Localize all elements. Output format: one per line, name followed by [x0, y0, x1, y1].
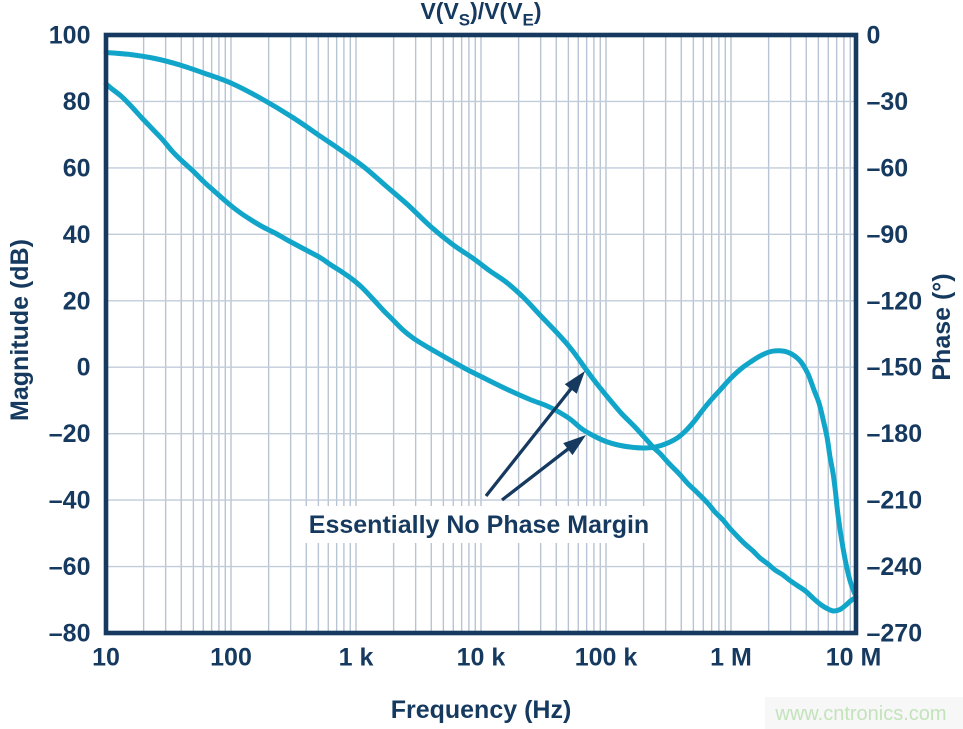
svg-text:–20: –20 [49, 420, 91, 448]
svg-text:–240: –240 [867, 553, 923, 581]
svg-text:10 k: 10 k [457, 644, 506, 672]
svg-text:–60: –60 [867, 154, 909, 182]
svg-text:1 k: 1 k [339, 644, 374, 672]
svg-text:100: 100 [210, 644, 252, 672]
svg-text:100 k: 100 k [575, 644, 638, 672]
svg-text:–40: –40 [49, 487, 91, 515]
svg-text:Magnitude (dB): Magnitude (dB) [6, 239, 34, 421]
svg-text:40: 40 [63, 221, 91, 249]
svg-text:–60: –60 [49, 553, 91, 581]
svg-text:0: 0 [867, 22, 881, 50]
svg-text:–80: –80 [49, 620, 91, 648]
svg-text:–270: –270 [867, 620, 923, 648]
svg-text:–90: –90 [867, 221, 909, 249]
svg-text:1 M: 1 M [710, 644, 752, 672]
svg-text:Frequency (Hz): Frequency (Hz) [391, 696, 572, 724]
svg-text:100: 100 [49, 22, 91, 50]
svg-text:Essentially No Phase Margin: Essentially No Phase Margin [309, 511, 649, 539]
svg-text:–120: –120 [867, 287, 923, 315]
svg-text:–180: –180 [867, 420, 923, 448]
svg-text:10 M: 10 M [826, 644, 882, 672]
svg-text:www.cntronics.com: www.cntronics.com [774, 703, 946, 725]
svg-text:–30: –30 [867, 88, 909, 116]
svg-text:Phase (°): Phase (°) [928, 273, 956, 380]
svg-text:10: 10 [92, 644, 120, 672]
svg-text:–210: –210 [867, 487, 923, 515]
svg-text:80: 80 [63, 88, 91, 116]
svg-text:60: 60 [63, 154, 91, 182]
svg-text:–150: –150 [867, 354, 923, 382]
svg-text:0: 0 [77, 354, 91, 382]
svg-text:20: 20 [63, 287, 91, 315]
